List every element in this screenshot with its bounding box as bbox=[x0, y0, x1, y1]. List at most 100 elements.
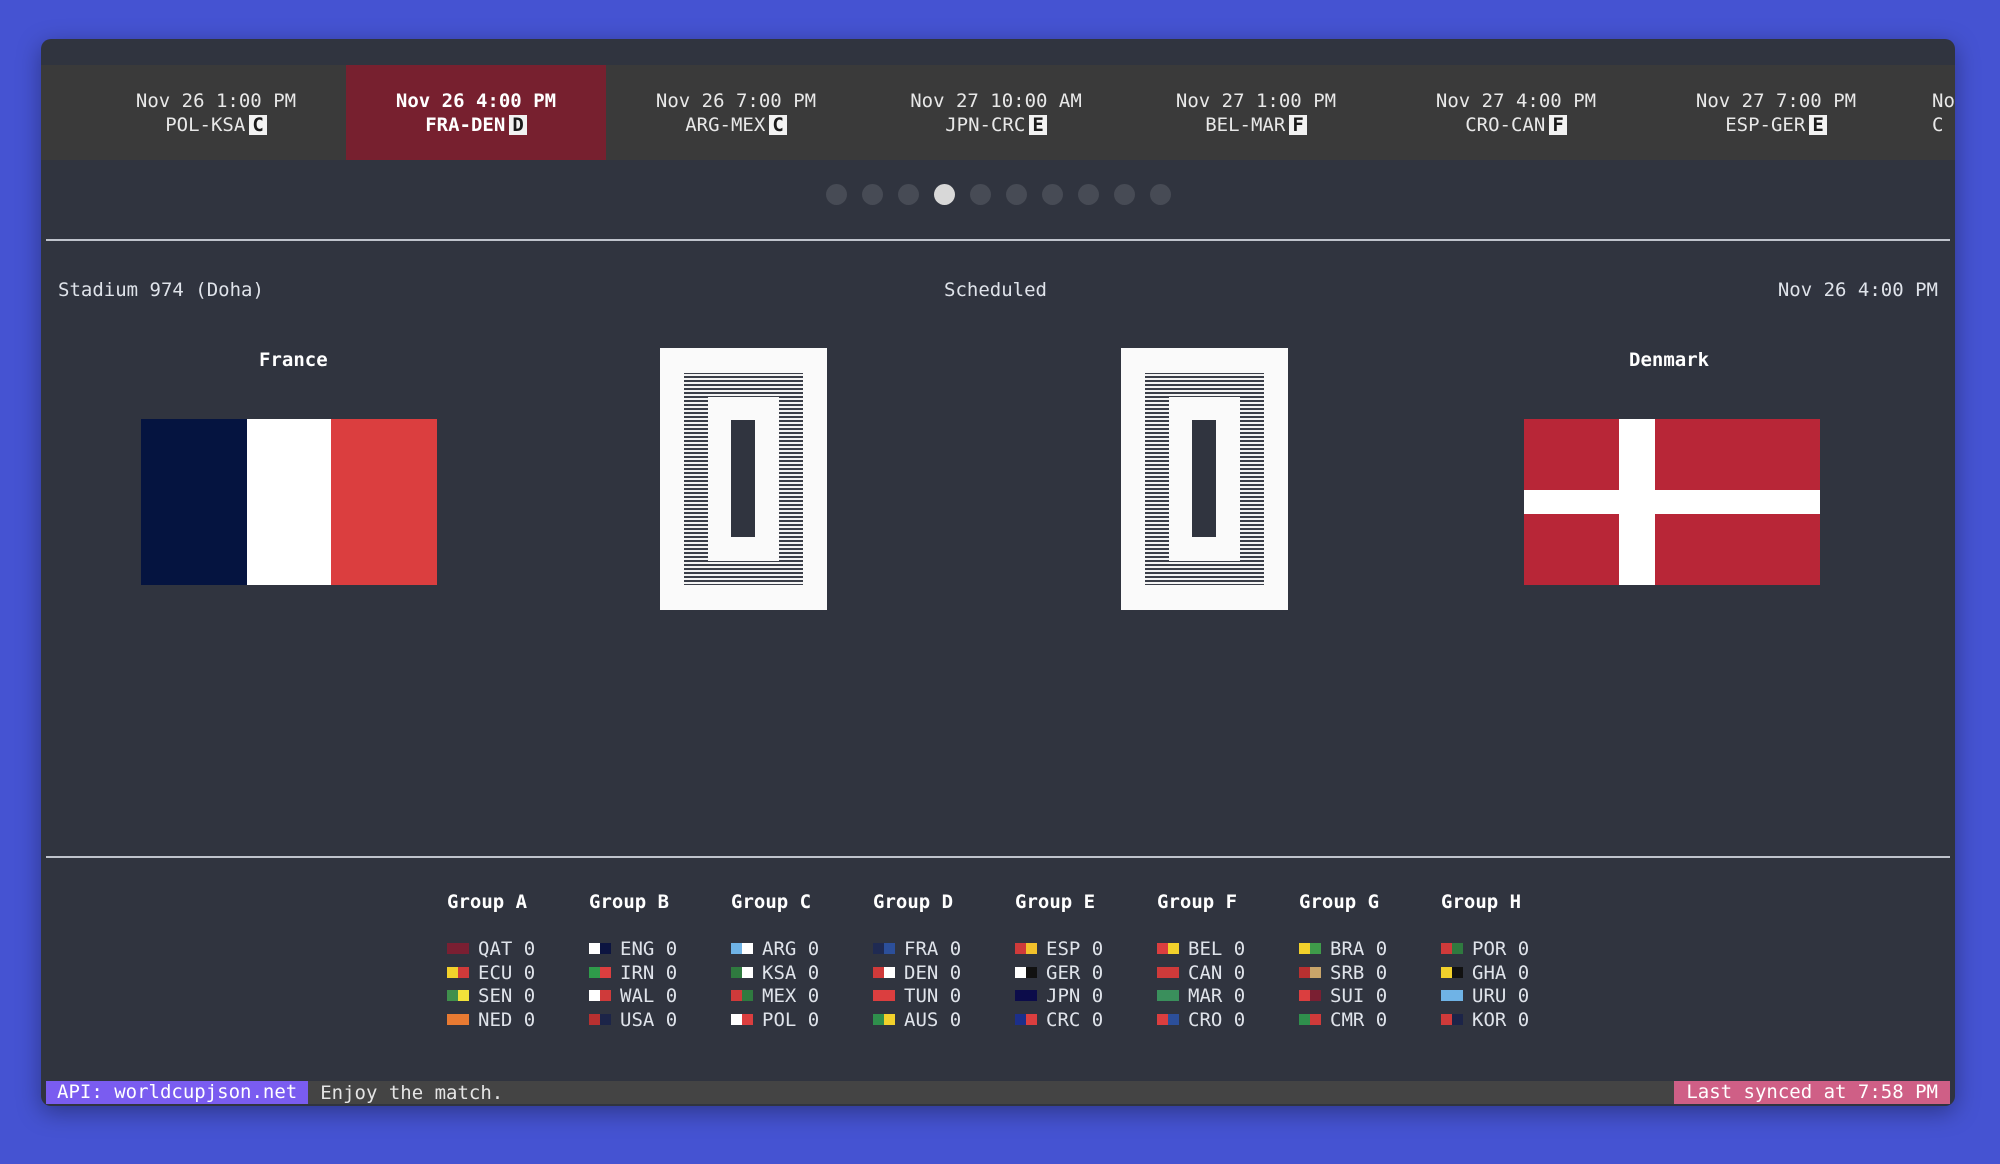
team-points: 0 bbox=[807, 961, 820, 984]
team-color-swatch bbox=[873, 943, 884, 954]
match-tab-code: POL-KSA bbox=[165, 113, 246, 136]
match-tab-esp-ger[interactable]: Nov 27 7:00 PM ESP-GER E bbox=[1646, 65, 1906, 160]
team-code: SEN bbox=[478, 985, 513, 1007]
match-tab-fra-den[interactable]: Nov 26 4:00 PM FRA-DEN D bbox=[346, 65, 606, 160]
team-color-swatch bbox=[1441, 990, 1452, 1001]
group-title: Group D bbox=[873, 891, 954, 913]
group-title: Group B bbox=[589, 891, 670, 913]
group-column: Group H POR 0 GHA 0 URU 0 KOR 0 bbox=[1441, 891, 1583, 1032]
team-code: ECU bbox=[478, 961, 513, 984]
match-tab-time: Nov 27 1:00 PM bbox=[1175, 89, 1337, 112]
team-code: BRA bbox=[1330, 938, 1365, 960]
standings-row: SRB 0 bbox=[1299, 962, 1441, 986]
group-badge: E bbox=[1029, 114, 1047, 135]
team-code: QAT bbox=[478, 938, 513, 960]
standings-row: SEN 0 bbox=[447, 985, 589, 1009]
team-color-swatch bbox=[731, 990, 742, 1001]
standings-row: CRC 0 bbox=[1015, 1009, 1157, 1033]
page-dot[interactable] bbox=[969, 184, 991, 205]
page-dot[interactable] bbox=[933, 184, 955, 205]
team-color-swatch bbox=[873, 990, 884, 1001]
match-tab-c[interactable]: NovC bbox=[1906, 65, 1955, 160]
team-color-swatch bbox=[1310, 1013, 1321, 1025]
standings-row: KOR 0 bbox=[1441, 1009, 1583, 1033]
team-color-swatch bbox=[884, 943, 895, 954]
team-code: IRN bbox=[620, 961, 655, 984]
team-color-swatch bbox=[1157, 966, 1168, 978]
match-tab-teams: C bbox=[1932, 113, 1943, 137]
standings-row: URU 0 bbox=[1441, 985, 1583, 1009]
team-color-swatch bbox=[589, 966, 600, 978]
team-color-swatch bbox=[1026, 1013, 1037, 1025]
group-column: Group G BRA 0 SRB 0 SUI 0 CMR 0 bbox=[1299, 891, 1441, 1032]
team-code: CRO bbox=[1188, 1008, 1223, 1031]
venue-label: Stadium 974 (Doha) bbox=[58, 279, 264, 301]
team-color-swatch bbox=[1157, 990, 1168, 1001]
top-divider bbox=[46, 239, 1950, 241]
match-tab-pol-ksa[interactable]: Nov 26 1:00 PM POL-KSA C bbox=[86, 65, 346, 160]
team-color-swatch bbox=[742, 990, 753, 1001]
match-tab-teams: FRA-DEN D bbox=[425, 113, 527, 137]
home-team-name: France bbox=[259, 349, 328, 371]
team-points: 0 bbox=[949, 938, 962, 960]
team-color-swatch bbox=[742, 1013, 753, 1025]
team-code: POR bbox=[1472, 938, 1507, 960]
page-dot[interactable] bbox=[825, 184, 847, 205]
team-points: 0 bbox=[949, 985, 962, 1007]
team-points: 0 bbox=[1233, 961, 1246, 984]
standings-row: ENG 0 bbox=[589, 938, 731, 962]
team-color-swatch bbox=[447, 943, 458, 954]
status-bar: API: worldcupjson.net Enjoy the match. L… bbox=[46, 1081, 1950, 1104]
team-code: ENG bbox=[620, 938, 655, 960]
team-color-swatch bbox=[1441, 1013, 1452, 1025]
team-color-swatch bbox=[742, 966, 753, 978]
match-tab-arg-mex[interactable]: Nov 26 7:00 PM ARG-MEX C bbox=[606, 65, 866, 160]
team-points: 0 bbox=[1375, 985, 1388, 1007]
team-color-swatch bbox=[884, 1013, 895, 1025]
team-color-swatch bbox=[1441, 943, 1452, 954]
team-points: 0 bbox=[665, 961, 678, 984]
team-code: SUI bbox=[1330, 985, 1365, 1007]
match-tab-cro-can[interactable]: Nov 27 4:00 PM CRO-CAN F bbox=[1386, 65, 1646, 160]
page-dot[interactable] bbox=[1005, 184, 1027, 205]
status-message: Enjoy the match. bbox=[320, 1081, 504, 1104]
team-code: TUN bbox=[904, 985, 939, 1007]
page-dot[interactable] bbox=[861, 184, 883, 205]
team-color-swatch bbox=[1015, 966, 1026, 978]
standings-row: ESP 0 bbox=[1015, 938, 1157, 962]
group-badge: C bbox=[769, 114, 787, 135]
standings-row: DEN 0 bbox=[873, 962, 1015, 986]
page-dot[interactable] bbox=[897, 184, 919, 205]
team-color-swatch bbox=[1026, 943, 1037, 954]
match-tab-jpn-crc[interactable]: Nov 27 10:00 AM JPN-CRC E bbox=[866, 65, 1126, 160]
team-points: 0 bbox=[1375, 1008, 1388, 1031]
page-dot[interactable] bbox=[1077, 184, 1099, 205]
team-points: 0 bbox=[807, 985, 820, 1007]
team-color-swatch bbox=[742, 943, 753, 954]
match-tab-teams: JPN-CRC E bbox=[945, 113, 1047, 137]
team-color-swatch bbox=[1015, 1013, 1026, 1025]
match-tab-bel-mar[interactable]: Nov 27 1:00 PM BEL-MAR F bbox=[1126, 65, 1386, 160]
page-dot[interactable] bbox=[1149, 184, 1171, 205]
team-color-swatch bbox=[1441, 966, 1452, 978]
standings-row: POL 0 bbox=[731, 1009, 873, 1033]
team-code: NED bbox=[478, 1008, 513, 1031]
team-color-swatch bbox=[1168, 966, 1179, 978]
team-points: 0 bbox=[949, 961, 962, 984]
team-points: 0 bbox=[1233, 938, 1246, 960]
standings-row: USA 0 bbox=[589, 1009, 731, 1033]
team-code: KSA bbox=[762, 961, 797, 984]
team-color-swatch bbox=[1015, 943, 1026, 954]
standings-row: SUI 0 bbox=[1299, 985, 1441, 1009]
page-dot[interactable] bbox=[1041, 184, 1063, 205]
page-indicator bbox=[41, 184, 1955, 205]
team-color-swatch bbox=[1026, 966, 1037, 978]
group-column: Group D FRA 0 DEN 0 TUN 0 AUS 0 bbox=[873, 891, 1015, 1032]
team-color-swatch bbox=[1299, 966, 1310, 978]
team-points: 0 bbox=[1091, 985, 1104, 1007]
team-code: BEL bbox=[1188, 938, 1223, 960]
page-dot[interactable] bbox=[1113, 184, 1135, 205]
team-points: 0 bbox=[1233, 985, 1246, 1007]
team-code: ESP bbox=[1046, 938, 1081, 960]
team-color-swatch bbox=[1310, 943, 1321, 954]
